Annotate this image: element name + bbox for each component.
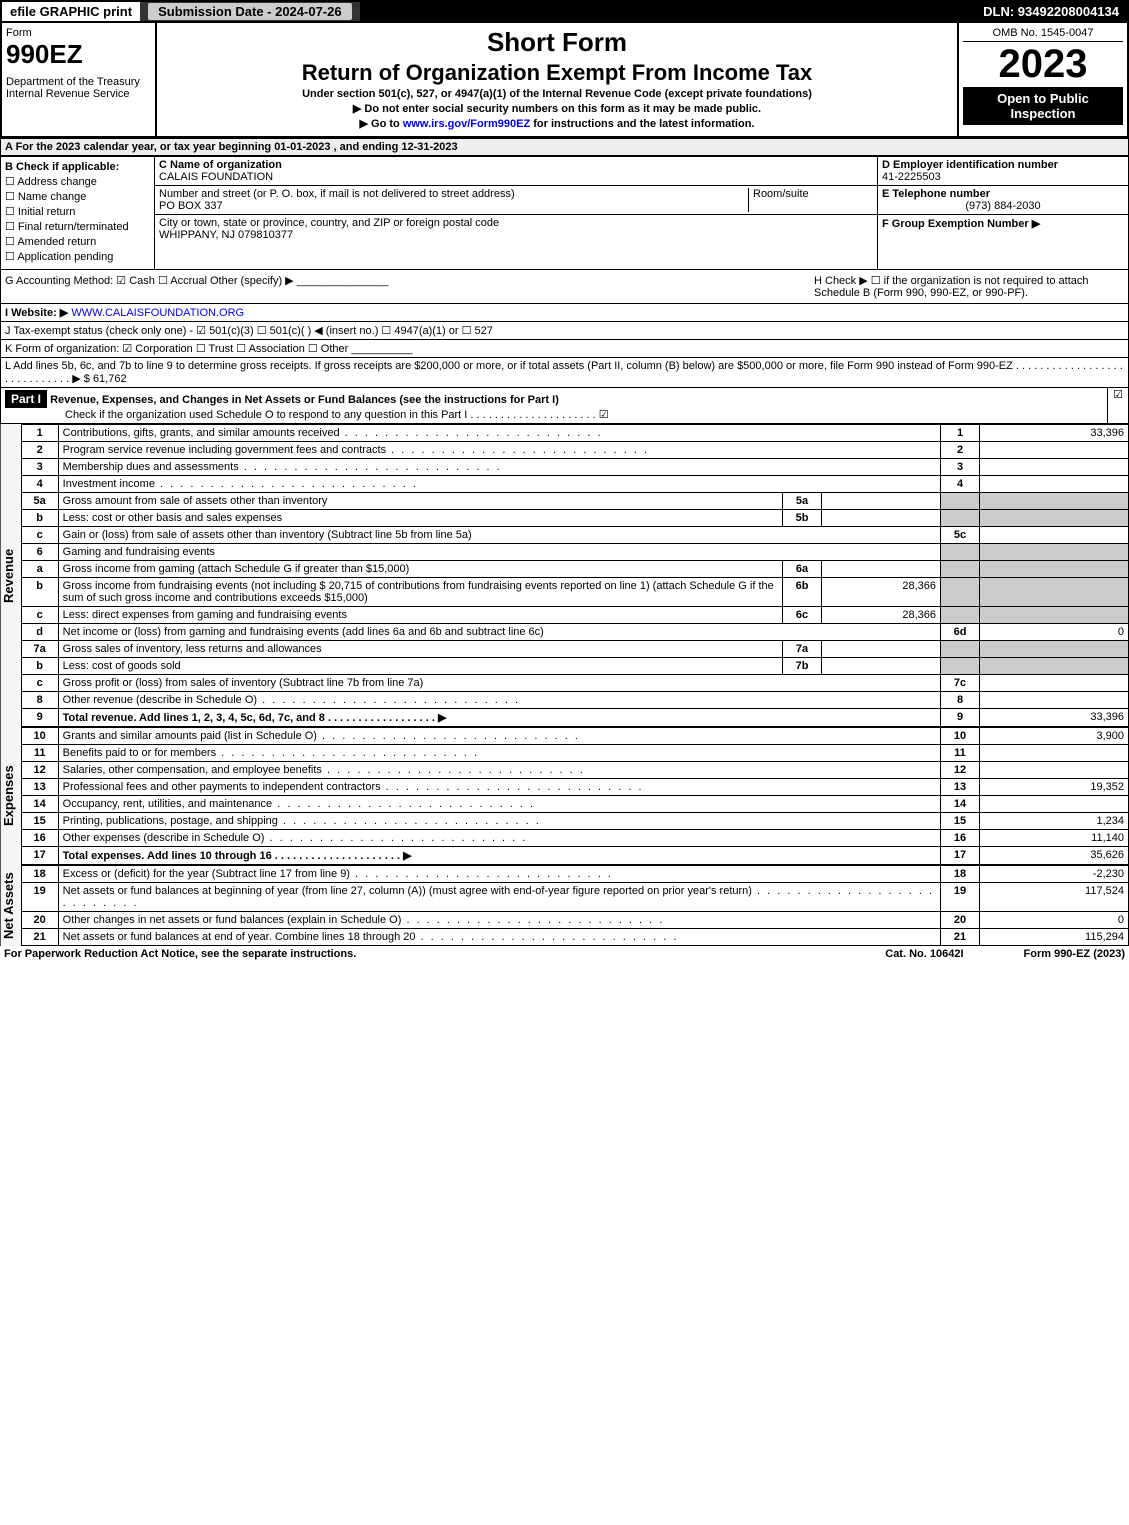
- f-group: F Group Exemption Number ▶: [878, 215, 1128, 232]
- efile-label[interactable]: efile GRAPHIC print: [2, 2, 140, 21]
- part1-checkbox[interactable]: ☑: [1107, 388, 1128, 423]
- row-j: J Tax-exempt status (check only one) - ☑…: [0, 322, 1129, 340]
- title-return: Return of Organization Exempt From Incom…: [161, 60, 953, 86]
- chk-pending[interactable]: ☐ Application pending: [5, 250, 150, 263]
- col-c: C Name of organizationCALAIS FOUNDATION …: [155, 157, 877, 269]
- c-street: Number and street (or P. O. box, if mail…: [159, 188, 748, 212]
- chk-name[interactable]: ☐ Name change: [5, 190, 150, 203]
- tab-netassets: Net Assets: [0, 865, 21, 946]
- tax-year: 2023: [963, 42, 1123, 87]
- chk-amended[interactable]: ☐ Amended return: [5, 235, 150, 248]
- footer: For Paperwork Reduction Act Notice, see …: [0, 946, 1129, 962]
- revenue-section: Revenue 1Contributions, gifts, grants, a…: [0, 424, 1129, 727]
- omb-number: OMB No. 1545-0047: [963, 27, 1123, 42]
- website-link[interactable]: WWW.CALAISFOUNDATION.ORG: [71, 307, 244, 319]
- row-k: K Form of organization: ☑ Corporation ☐ …: [0, 340, 1129, 358]
- part1-badge: Part I: [5, 390, 47, 408]
- chk-address[interactable]: ☐ Address change: [5, 175, 150, 188]
- tab-revenue: Revenue: [0, 424, 21, 727]
- dept-label: Department of the Treasury Internal Reve…: [6, 76, 151, 100]
- netassets-table: 18Excess or (deficit) for the year (Subt…: [21, 865, 1129, 946]
- cat-no: Cat. No. 10642I: [885, 948, 963, 960]
- open-inspection: Open to Public Inspection: [963, 87, 1123, 125]
- tab-expenses: Expenses: [0, 727, 21, 865]
- form-header: Form 990EZ Department of the Treasury In…: [0, 23, 1129, 138]
- netassets-section: Net Assets 18Excess or (deficit) for the…: [0, 865, 1129, 946]
- section-a: A For the 2023 calendar year, or tax yea…: [0, 138, 1129, 156]
- part1-check: Check if the organization used Schedule …: [5, 409, 609, 421]
- col-def: D Employer identification number41-22255…: [877, 157, 1128, 269]
- header-right: OMB No. 1545-0047 2023 Open to Public In…: [957, 23, 1127, 136]
- part1-header: Part I Revenue, Expenses, and Changes in…: [0, 388, 1129, 424]
- d-ein: D Employer identification number41-22255…: [878, 157, 1128, 186]
- row-l: L Add lines 5b, 6c, and 7b to line 9 to …: [0, 358, 1129, 388]
- chk-final[interactable]: ☐ Final return/terminated: [5, 220, 150, 233]
- submission-date: Submission Date - 2024-07-26: [140, 2, 360, 21]
- expenses-section: Expenses 10Grants and similar amounts pa…: [0, 727, 1129, 865]
- pra-notice: For Paperwork Reduction Act Notice, see …: [4, 948, 356, 960]
- part1-title: Revenue, Expenses, and Changes in Net As…: [50, 394, 559, 406]
- form-ref: Form 990-EZ (2023): [1024, 948, 1125, 960]
- form-word: Form: [6, 27, 151, 39]
- dln-label: DLN: 93492208004134: [975, 2, 1127, 21]
- chk-initial[interactable]: ☐ Initial return: [5, 205, 150, 218]
- subtitle-ssn: ▶ Do not enter social security numbers o…: [161, 102, 953, 115]
- block-b-to-f: B Check if applicable: ☐ Address change …: [0, 156, 1129, 270]
- c-city: City or town, state or province, country…: [155, 215, 877, 243]
- h-check: H Check ▶ ☐ if the organization is not r…: [814, 274, 1124, 299]
- c-street-row: Number and street (or P. O. box, if mail…: [155, 186, 877, 215]
- col-b: B Check if applicable: ☐ Address change …: [1, 157, 155, 269]
- revenue-table: 1Contributions, gifts, grants, and simil…: [21, 424, 1129, 727]
- row-g-h: G Accounting Method: ☑ Cash ☐ Accrual Ot…: [0, 270, 1129, 304]
- header-left: Form 990EZ Department of the Treasury In…: [2, 23, 157, 136]
- irs-link[interactable]: www.irs.gov/Form990EZ: [403, 118, 530, 130]
- subtitle-goto: ▶ Go to www.irs.gov/Form990EZ for instru…: [161, 117, 953, 130]
- expenses-table: 10Grants and similar amounts paid (list …: [21, 727, 1129, 865]
- c-room: Room/suite: [748, 188, 873, 212]
- header-mid: Short Form Return of Organization Exempt…: [157, 23, 957, 136]
- form-page: efile GRAPHIC print Submission Date - 20…: [0, 0, 1129, 962]
- b-label: B Check if applicable:: [5, 161, 119, 173]
- e-phone: E Telephone number(973) 884-2030: [878, 186, 1128, 215]
- form-number: 990EZ: [6, 39, 151, 70]
- subtitle-section: Under section 501(c), 527, or 4947(a)(1)…: [161, 88, 953, 100]
- row-i: I Website: ▶ WWW.CALAISFOUNDATION.ORG: [0, 304, 1129, 322]
- top-bar: efile GRAPHIC print Submission Date - 20…: [0, 0, 1129, 23]
- title-short-form: Short Form: [161, 27, 953, 58]
- c-name: C Name of organizationCALAIS FOUNDATION: [155, 157, 877, 186]
- g-accounting: G Accounting Method: ☑ Cash ☐ Accrual Ot…: [5, 274, 814, 299]
